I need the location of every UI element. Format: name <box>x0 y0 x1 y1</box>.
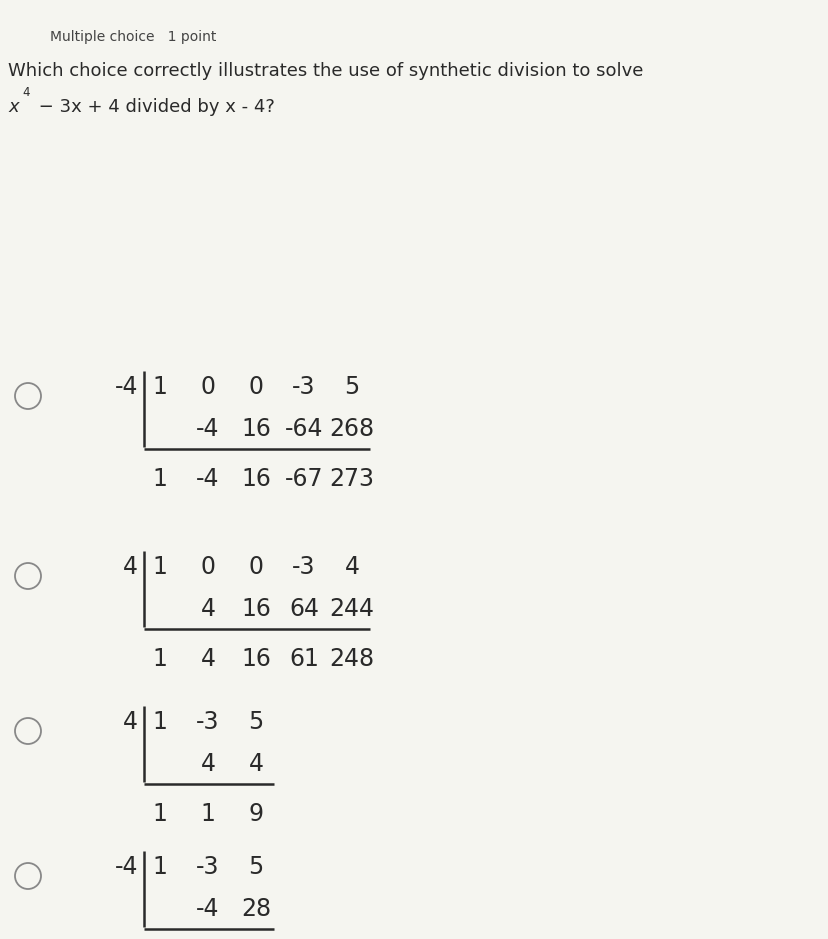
Text: 244: 244 <box>329 597 374 621</box>
Text: 16: 16 <box>241 467 271 490</box>
Text: 1: 1 <box>152 467 167 490</box>
Text: 5: 5 <box>248 710 263 734</box>
Text: -3: -3 <box>292 375 315 399</box>
Text: 273: 273 <box>329 467 374 490</box>
Text: Multiple choice   1 point: Multiple choice 1 point <box>50 30 216 44</box>
Text: 1: 1 <box>200 802 215 825</box>
Text: 1: 1 <box>152 647 167 670</box>
Text: 61: 61 <box>289 647 319 670</box>
Text: 4: 4 <box>200 597 215 621</box>
Text: 16: 16 <box>241 597 271 621</box>
Text: -3: -3 <box>196 855 219 879</box>
Text: -4: -4 <box>196 467 219 490</box>
Text: 248: 248 <box>329 647 374 670</box>
Text: 1: 1 <box>152 555 167 579</box>
Text: 1: 1 <box>152 802 167 825</box>
Text: 0: 0 <box>248 555 263 579</box>
Text: 4: 4 <box>248 752 263 776</box>
Text: 0: 0 <box>200 375 215 399</box>
Text: x: x <box>8 98 18 116</box>
Text: 9: 9 <box>248 802 263 825</box>
Text: -3: -3 <box>196 710 219 734</box>
Text: 5: 5 <box>344 375 359 399</box>
Text: 4: 4 <box>344 555 359 579</box>
Text: 0: 0 <box>200 555 215 579</box>
Text: -4: -4 <box>196 897 219 921</box>
Text: -4: -4 <box>114 375 137 399</box>
Text: 5: 5 <box>248 855 263 879</box>
Text: Which choice correctly illustrates the use of synthetic division to solve: Which choice correctly illustrates the u… <box>8 62 643 80</box>
Text: 16: 16 <box>241 417 271 441</box>
Text: -4: -4 <box>196 417 219 441</box>
Text: -64: -64 <box>284 417 323 441</box>
Text: 4: 4 <box>200 647 215 670</box>
Text: -3: -3 <box>292 555 315 579</box>
Text: 1: 1 <box>152 375 167 399</box>
Text: − 3x + 4 divided by x - 4?: − 3x + 4 divided by x - 4? <box>33 98 275 116</box>
Text: 1: 1 <box>152 855 167 879</box>
Text: 4: 4 <box>123 555 137 579</box>
Text: 1: 1 <box>152 710 167 734</box>
Text: -67: -67 <box>284 467 323 490</box>
Text: 28: 28 <box>241 897 271 921</box>
Text: 4: 4 <box>22 86 30 99</box>
Text: 268: 268 <box>329 417 374 441</box>
Text: 16: 16 <box>241 647 271 670</box>
Text: 4: 4 <box>200 752 215 776</box>
Text: 64: 64 <box>289 597 319 621</box>
Text: 4: 4 <box>123 710 137 734</box>
Text: 0: 0 <box>248 375 263 399</box>
Text: -4: -4 <box>114 855 137 879</box>
